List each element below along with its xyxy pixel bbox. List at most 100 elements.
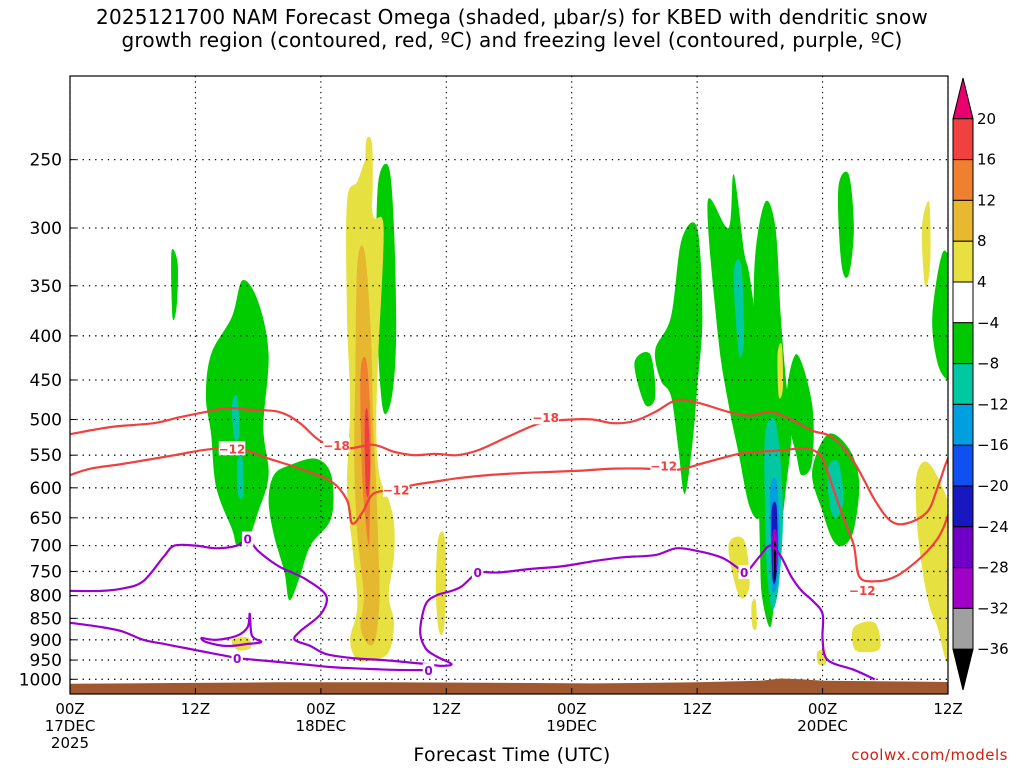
contour-label--12C: −12	[219, 442, 246, 456]
colorbar-swatch-9	[952, 444, 974, 487]
omega-region-red-18dec	[364, 407, 371, 498]
contour-label-0C-lower: 0	[233, 652, 241, 666]
omega-region-green-19dec-09z	[654, 222, 703, 494]
colorbar-label: −20	[977, 477, 1009, 495]
contour-label-0C-main: 0	[244, 533, 252, 547]
contour-label--12C: −12	[849, 584, 876, 598]
colorbar-swatch-8	[952, 403, 974, 446]
colorbar-swatch-12	[952, 567, 974, 609]
x-tick-label: 00Z	[55, 700, 84, 718]
colorbar-label: −28	[977, 559, 1009, 577]
colorbar-label: −24	[977, 518, 1009, 536]
contour-label-bg	[231, 651, 243, 666]
colorbar-swatch-4	[952, 240, 974, 283]
x-axis-label: Forecast Time (UTC)	[413, 744, 611, 766]
contour-label--18C: −18	[323, 439, 350, 453]
y-tick-900: 900	[30, 631, 62, 651]
contour--18C	[70, 398, 948, 526]
y-tick-600: 600	[30, 479, 62, 499]
y-tick-550: 550	[30, 446, 62, 466]
omega-region-green-17dec-18z	[268, 458, 334, 601]
chart-title: 2025121700 NAM Forecast Omega (shaded, μ…	[96, 5, 928, 52]
contour-label-bg	[422, 663, 435, 678]
colorbar-swatch-2	[952, 159, 974, 201]
x-tick-label: 12Z	[933, 700, 962, 718]
omega-region-teal-19dec-14z	[733, 258, 745, 358]
omega-region-teal-17dec-16z	[236, 455, 244, 499]
omega-region-green-20dec-09z	[932, 250, 948, 380]
y-tick-450: 450	[30, 371, 62, 391]
contour-label-bg	[241, 531, 254, 546]
y-tick-300: 300	[30, 219, 62, 239]
contour-label--12C: −12	[650, 459, 677, 473]
colorbar-label: −4	[977, 314, 999, 332]
contour-label-bg	[382, 482, 410, 497]
colorbar-swatch-3	[952, 199, 974, 242]
omega-region-green-20dec-00z	[837, 171, 854, 278]
y-tick-850: 850	[30, 609, 62, 629]
x-tick-label: 18DEC	[296, 717, 347, 735]
omega-region-yellow-20dec-09z	[915, 461, 948, 664]
y-tick-700: 700	[30, 537, 62, 557]
contour-label-bg	[323, 437, 350, 452]
contour-label-0C-main: 0	[740, 566, 748, 580]
colorbar-label: −16	[977, 436, 1009, 454]
plot-frame	[69, 75, 949, 695]
x-tick-label: 00Z	[557, 700, 586, 718]
omega-region-yellow-18dec-14z	[435, 531, 447, 636]
y-axis-ticks: 2503003504004505005506006507007508008509…	[19, 151, 76, 690]
contour-label-0C-main: 0	[473, 566, 481, 580]
x-tick-label: 00Z	[306, 700, 335, 718]
x-tick-label: 19DEC	[546, 717, 597, 735]
colorbar-label: −36	[977, 640, 1009, 658]
credit-label: coolwx.com/models	[851, 746, 1008, 764]
contour-label-bg	[471, 564, 484, 579]
colorbar-label: 12	[977, 191, 996, 209]
omega-region-green-19dec-18z	[786, 354, 814, 476]
terrain-fill	[70, 678, 948, 694]
colorbar-swatch-14	[952, 648, 974, 691]
omega-region-green-19dec-06z-small	[634, 351, 656, 407]
colorbar-swatch-0	[952, 77, 974, 120]
x-tick-label: 00Z	[808, 700, 837, 718]
colorbar-swatch-10	[952, 485, 974, 528]
contour-label-bg	[218, 441, 246, 456]
colorbar-label: −8	[977, 355, 999, 373]
omega-shading-layer	[171, 136, 948, 666]
terrain-layer	[70, 678, 948, 694]
contour-0C-wiggle	[199, 612, 263, 648]
contour-label-bg	[532, 410, 559, 425]
contour-label-bg	[650, 458, 677, 473]
omega-region-teal-17dec-15z	[231, 394, 240, 441]
x-tick-label: 20DEC	[797, 717, 848, 735]
colorbar-swatch-7	[952, 363, 974, 405]
omega-region-green-17dec-12z-small	[171, 249, 178, 321]
y-tick-500: 500	[30, 410, 62, 430]
x-tick-label: 12Z	[181, 700, 210, 718]
omega-region-yellow-18dec-top	[365, 136, 373, 214]
y-tick-650: 650	[30, 509, 62, 529]
colorbar-swatch-5	[952, 281, 974, 324]
y-tick-400: 400	[30, 327, 62, 347]
colorbar-swatch-6	[952, 322, 974, 365]
pressure-gridlines	[69, 76, 949, 694]
contour-label-0C-lower: 0	[424, 664, 432, 678]
colorbar-swatch-13	[952, 607, 974, 650]
colorbar: 20 16 12 8 4 −4 −8 −12 −16 −20 −24 −28 −32 −36	[952, 77, 1009, 691]
y-tick-1000: 1000	[19, 670, 62, 690]
x-tick-label: 17DEC	[45, 717, 96, 735]
omega-region-yellow-20dec-06z	[921, 200, 931, 288]
contour-label--18C: −18	[532, 411, 559, 425]
contour-label-bg	[849, 582, 876, 597]
y-tick-950: 950	[30, 651, 62, 671]
colorbar-label: 8	[977, 232, 987, 250]
contour-layer: −18 −18 −12 −12 −12 −12 0 0 0 0 0	[70, 398, 948, 681]
x-tick-label: 12Z	[432, 700, 461, 718]
colorbar-label: 16	[977, 151, 996, 169]
contour--12C	[70, 446, 948, 583]
omega-region-black-19dec-17z	[773, 540, 777, 582]
omega-region-yellow-19dec-15z	[751, 598, 757, 631]
colorbar-label: 4	[977, 273, 987, 291]
